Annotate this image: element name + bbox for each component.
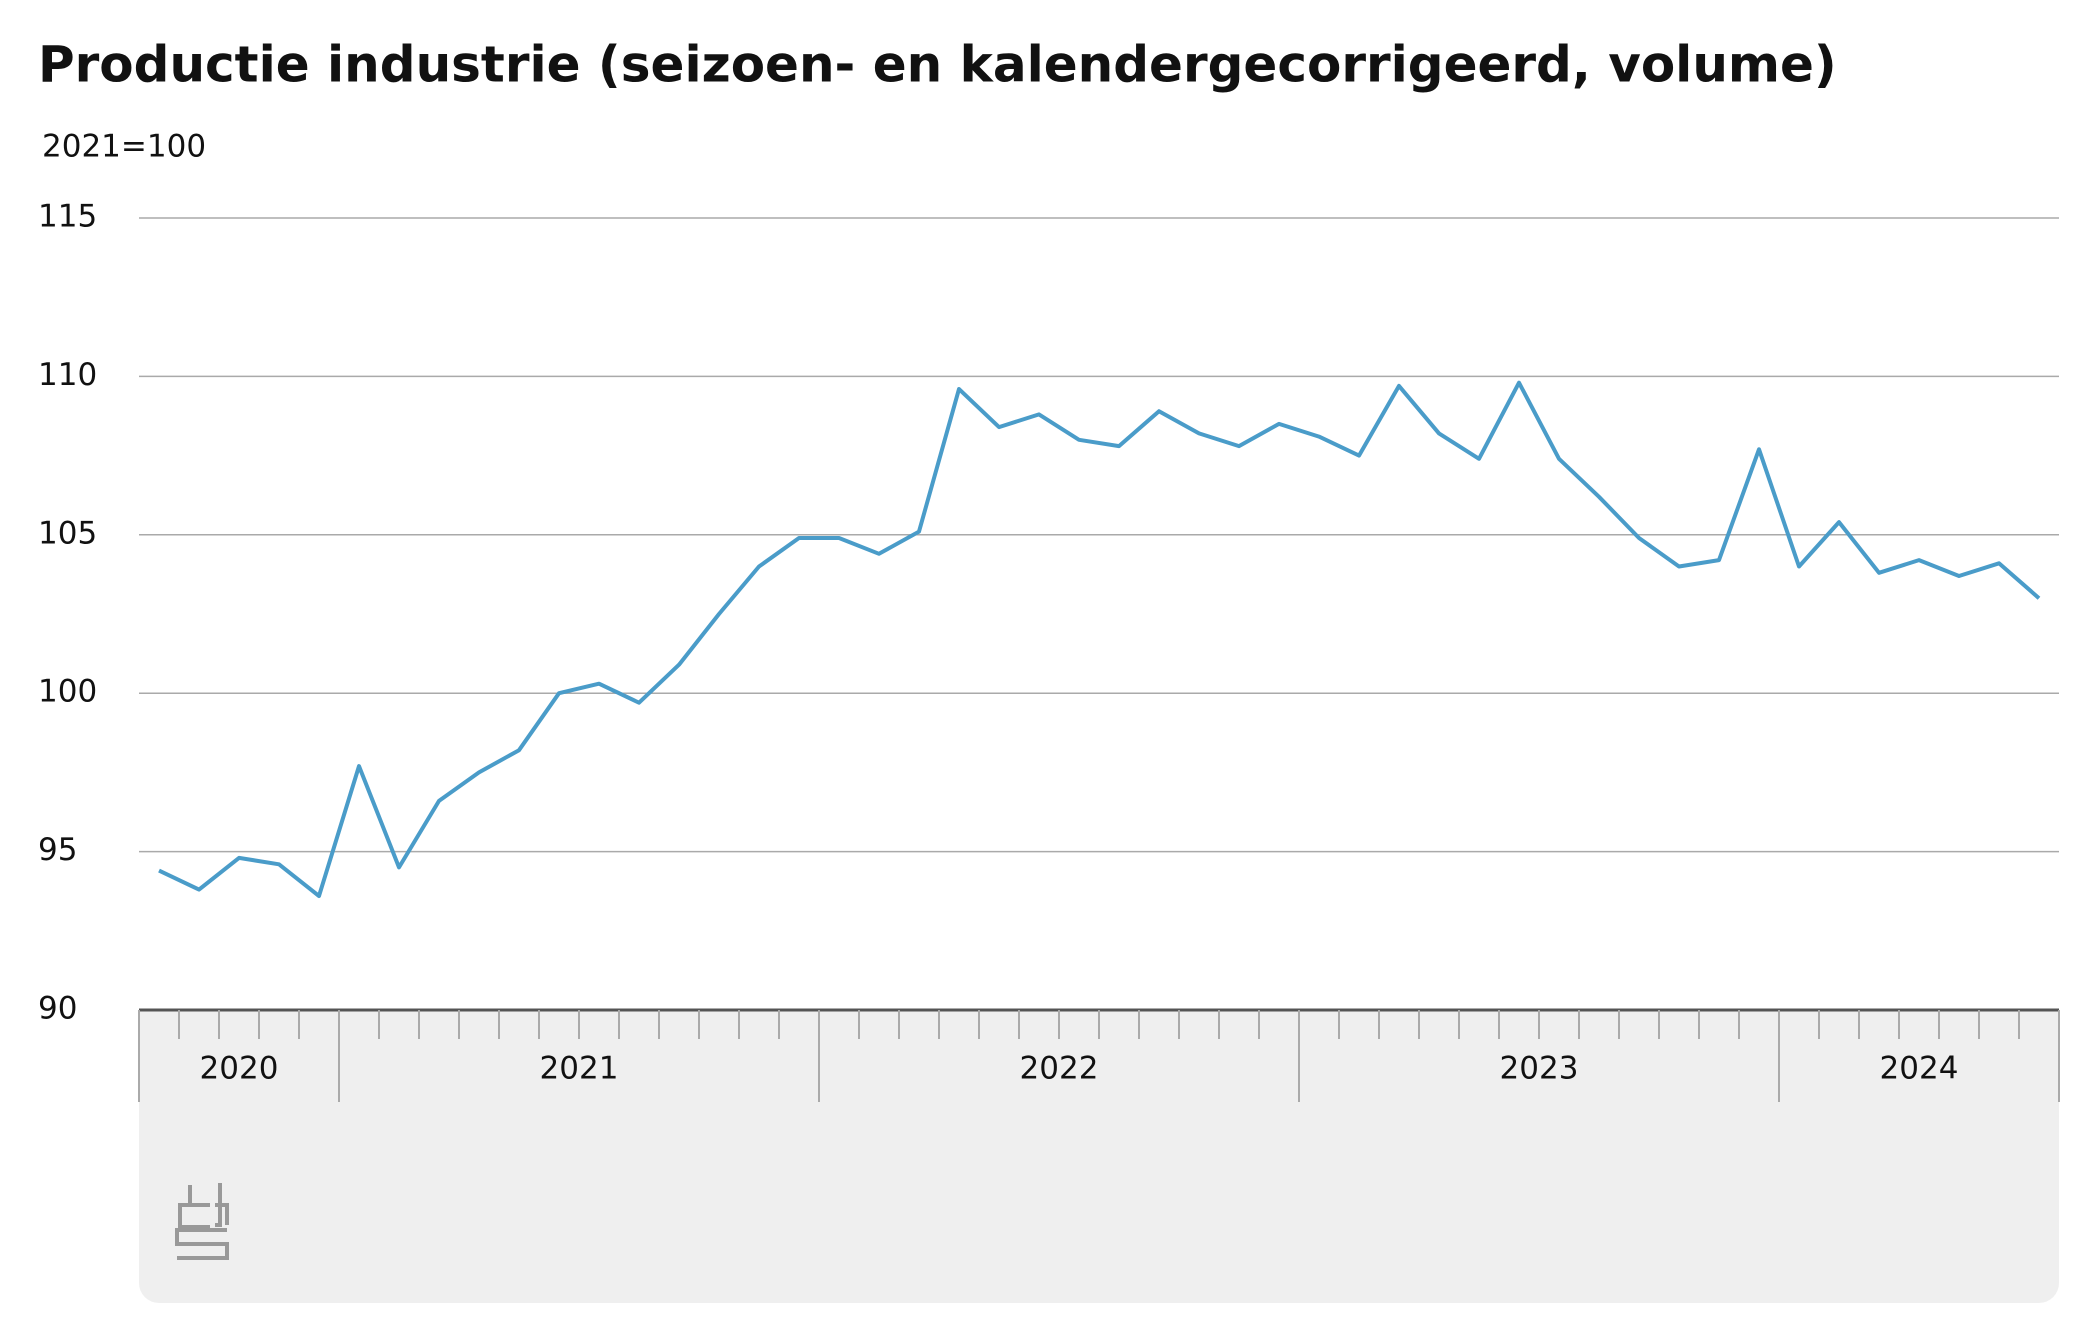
y-tick-label: 90 xyxy=(38,991,77,1027)
series-line xyxy=(158,380,2041,898)
x-group-label: 2021 xyxy=(540,1051,619,1087)
y-tick-label: 105 xyxy=(38,515,97,551)
y-tick-label: 115 xyxy=(38,199,97,235)
x-group-label: 2020 xyxy=(200,1051,279,1087)
chart-title: Productie industrie (seizoen- en kalende… xyxy=(38,36,1837,94)
x-group-label: 2024 xyxy=(1880,1051,1959,1087)
axis-band xyxy=(139,1010,2059,1303)
x-group-label: 2022 xyxy=(1020,1051,1099,1087)
y-tick-label: 110 xyxy=(38,357,97,393)
y-tick-label: 100 xyxy=(38,674,97,710)
x-group-label: 2023 xyxy=(1500,1051,1579,1087)
y-tick-label: 95 xyxy=(38,832,77,868)
logo xyxy=(175,1183,229,1260)
chart-subtitle: 2021=100 xyxy=(42,129,206,165)
